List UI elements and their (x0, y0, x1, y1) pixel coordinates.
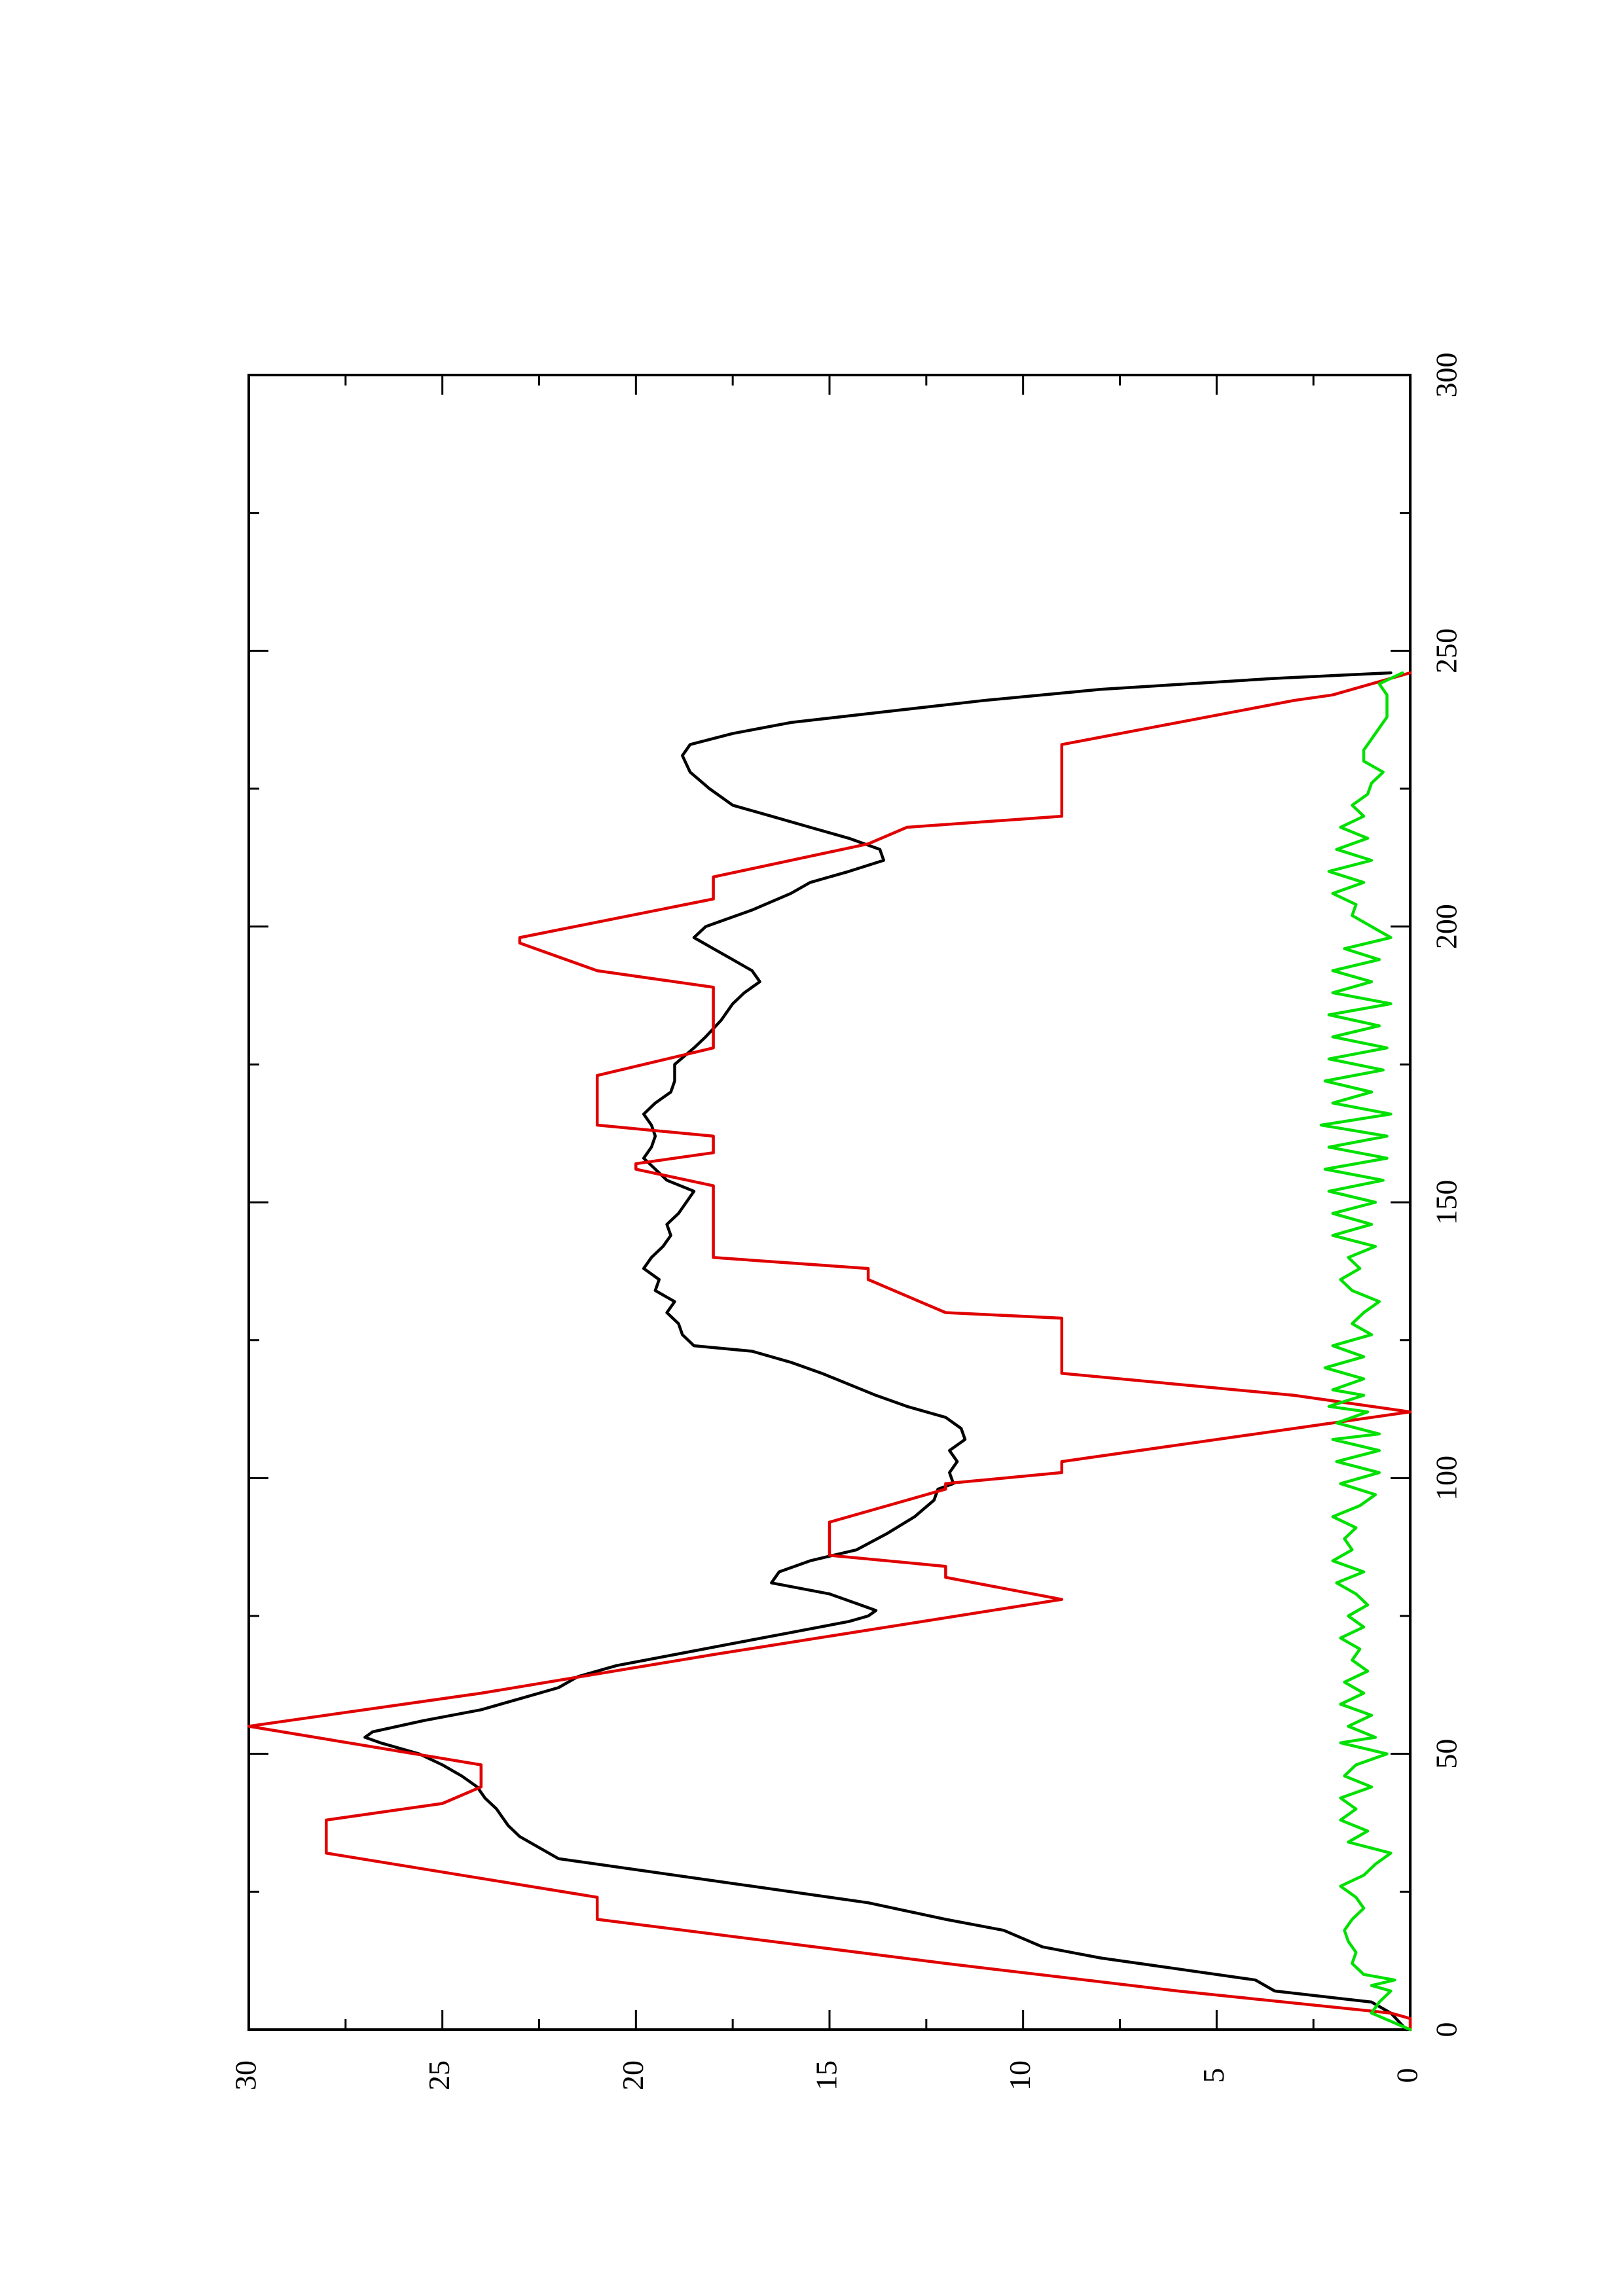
y-tick-label: 5 (1197, 2068, 1230, 2083)
x-tick-label: 100 (1430, 1456, 1463, 1501)
series-lines (247, 671, 1412, 2032)
x-tick-label: 50 (1430, 1739, 1463, 1769)
y-tick-label: 15 (810, 2060, 843, 2090)
y-tick-label: 25 (422, 2060, 456, 2090)
x-tick-label: 250 (1430, 628, 1463, 673)
axis-ticks (247, 374, 1412, 2031)
y-tick-label: 20 (616, 2060, 649, 2090)
series-red-line (247, 671, 1412, 2032)
y-tick-label: 0 (1391, 2068, 1424, 2083)
x-tick-label: 150 (1430, 1180, 1463, 1225)
x-tick-label: 200 (1430, 904, 1463, 949)
y-tick-label: 30 (229, 2060, 263, 2090)
tick-labels: 0 50 100 150 200 250 300 0 5 10 15 20 25 30 (229, 353, 1463, 2091)
x-tick-label: 0 (1430, 2022, 1463, 2037)
x-tick-label: 300 (1430, 353, 1463, 398)
y-tick-label: 10 (1003, 2060, 1036, 2090)
series-green-line (1319, 671, 1412, 2032)
plot-frame (247, 374, 1412, 2031)
series-black-line (363, 671, 1408, 2032)
